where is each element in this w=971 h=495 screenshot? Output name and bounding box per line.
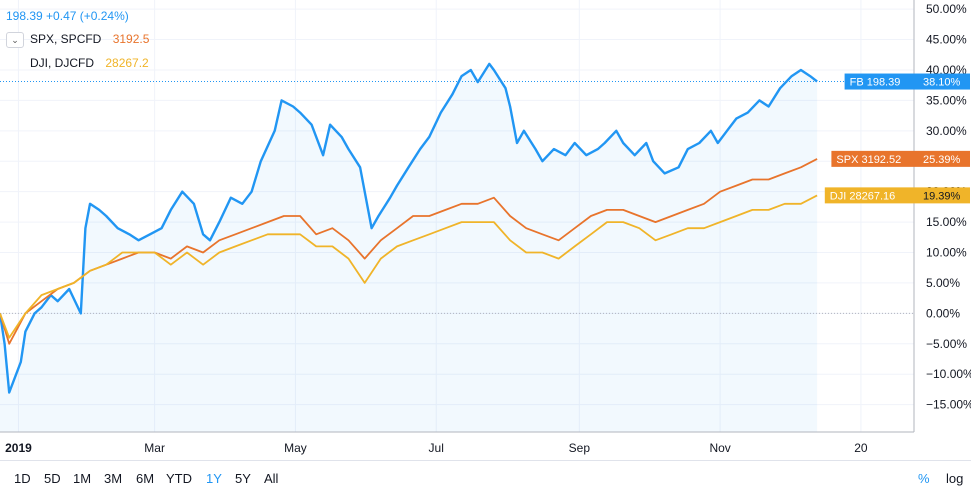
x-tick-label: 2019 xyxy=(5,441,32,455)
legend-spx-symbol: SPX, SPCFD xyxy=(30,32,102,46)
range-button-6m[interactable]: 6M xyxy=(136,471,155,486)
x-tick-label: 20 xyxy=(854,441,868,455)
legend-compare-spx[interactable]: SPX, SPCFD 3192.5 xyxy=(30,32,149,47)
legend-main-change: +0.47 (+0.24%) xyxy=(46,9,129,23)
range-button-ytd[interactable]: YTD xyxy=(166,471,192,486)
y-tick-label: 5.00% xyxy=(926,276,960,290)
y-axis: 50.00%45.00%40.00%35.00%30.00%25.00%20.0… xyxy=(913,0,971,432)
legend-main-price: 198.39 xyxy=(6,9,43,23)
legend-dji-symbol: DJI, DJCFD xyxy=(30,56,94,70)
price-tag-pct: 25.39% xyxy=(923,154,961,166)
price-tag-spx: SPX 3192.52 25.39% xyxy=(831,150,970,167)
series-line-spx xyxy=(0,158,818,345)
range-button-1d[interactable]: 1D xyxy=(14,471,31,486)
range-button-5y[interactable]: 5Y xyxy=(235,471,251,486)
price-tag-pct-bg xyxy=(914,150,970,167)
range-button-1m[interactable]: 1M xyxy=(73,471,92,486)
y-tick-label: −10.00% xyxy=(926,367,971,381)
x-tick-label: Mar xyxy=(144,441,165,455)
y-tick-label: 40.00% xyxy=(926,63,967,77)
price-tag-label: SPX 3192.52 xyxy=(836,154,901,166)
y-tick-label: 45.00% xyxy=(926,33,967,47)
bottom-toolbar: 1D 5D 1M 3M 6M YTD 1Y 5Y All % log xyxy=(0,460,971,495)
y-tick-label: −15.00% xyxy=(926,398,971,412)
x-tick-label: Sep xyxy=(569,441,591,455)
price-tag-pct-bg xyxy=(914,73,970,90)
price-tag-dji: DJI 28267.16 19.39% xyxy=(824,187,970,204)
range-button-5d[interactable]: 5D xyxy=(44,471,61,486)
price-tag-label: FB 198.39 xyxy=(850,77,901,89)
y-tick-label: 50.00% xyxy=(926,2,967,16)
x-tick-label: Nov xyxy=(709,441,730,455)
series-area-fb xyxy=(0,63,818,433)
price-tag-pct: 38.10% xyxy=(923,77,961,89)
y-tick-label: 15.00% xyxy=(926,215,967,229)
price-tags: FB 198.39 38.10% SPX 3192.52 25.39% DJI 2826… xyxy=(824,73,970,204)
price-tag-fb: FB 198.39 38.10% xyxy=(844,73,970,90)
chevron-down-icon[interactable]: ⌄ xyxy=(6,32,24,48)
price-tag-pct-bg xyxy=(914,187,970,204)
price-tag-label: DJI 28267.16 xyxy=(830,190,895,202)
series-lines xyxy=(0,62,818,394)
series-line-fb xyxy=(0,62,818,394)
log-scale-button[interactable]: log xyxy=(946,471,964,486)
price-tag-pct: 19.39% xyxy=(923,190,961,202)
range-button-1y[interactable]: 1Y xyxy=(206,471,222,486)
legend-dji-value: 28267.2 xyxy=(105,56,149,70)
legend-compare-dji[interactable]: DJI, DJCFD 28267.2 xyxy=(30,56,149,71)
legend-main: 198.39 +0.47 (+0.24%) xyxy=(6,9,129,24)
legend-spx-value: 3192.5 xyxy=(112,32,150,46)
range-button-3m[interactable]: 3M xyxy=(104,471,123,486)
grid xyxy=(0,0,914,432)
comparison-chart[interactable]: 2019 Mar May Jul Sep Nov 20 50.00% 45.00% 40.00%… xyxy=(0,0,971,460)
range-button-all[interactable]: All xyxy=(264,471,279,486)
y-tick-label: 10.00% xyxy=(926,246,967,260)
zero-line-layer xyxy=(0,81,914,314)
x-tick-label: May xyxy=(284,441,307,455)
price-tag-bg xyxy=(831,150,914,167)
price-tag-bg xyxy=(844,73,914,90)
series-line-dji xyxy=(0,194,818,339)
y-tick-label: 30.00% xyxy=(926,124,967,138)
x-tick-label: Jul xyxy=(429,441,444,455)
percent-scale-button[interactable]: % xyxy=(918,471,930,486)
y-tick-label: 35.00% xyxy=(926,93,967,107)
x-axis: 2019 Mar May Jul Sep Nov 20 xyxy=(0,431,914,455)
y-tick-label: −5.00% xyxy=(926,337,967,351)
y-tick-label: 0.00% xyxy=(926,306,960,320)
price-tag-bg xyxy=(824,187,914,204)
area-layer xyxy=(0,63,818,433)
